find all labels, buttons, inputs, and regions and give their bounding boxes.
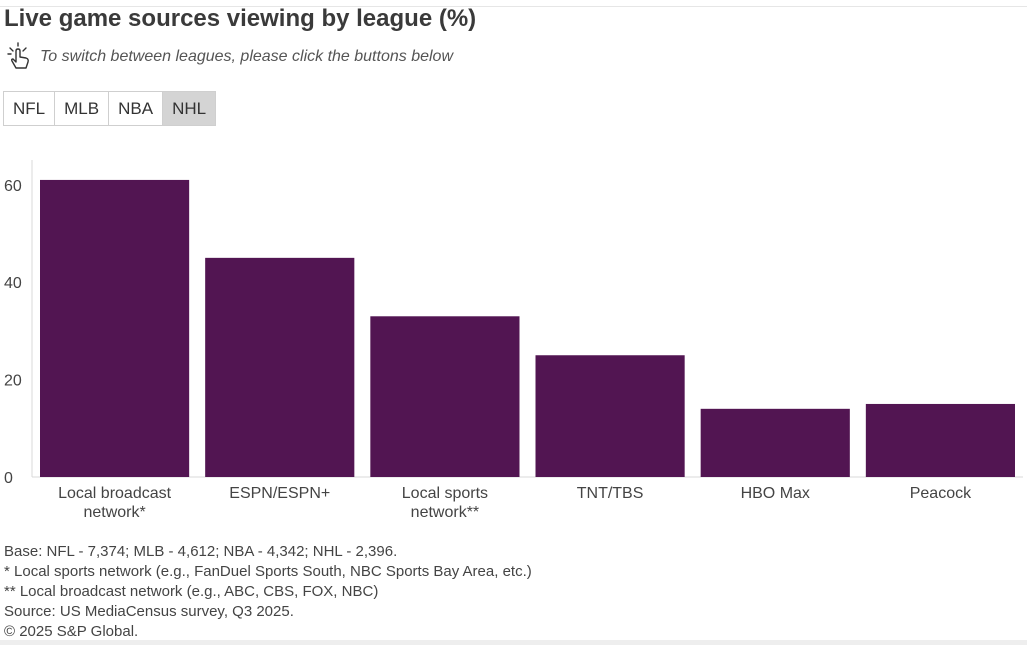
league-toggle-group: NFL MLB NBA NHL <box>3 91 217 126</box>
bar-4 <box>700 408 850 477</box>
bar-0 <box>40 179 190 477</box>
footnote-source: Source: US MediaCensus survey, Q3 2025. <box>4 603 294 620</box>
x-category-label-line: Local broadcast <box>58 485 172 502</box>
league-button-nba[interactable]: NBA <box>109 92 164 125</box>
bar-1 <box>205 257 355 477</box>
switch-hint: To switch between leagues, please click … <box>4 42 453 72</box>
league-button-mlb[interactable]: MLB <box>55 92 110 125</box>
league-button-nhl[interactable]: NHL <box>163 92 216 125</box>
league-button-nfl[interactable]: NFL <box>4 92 56 125</box>
x-category-label: Peacock <box>910 485 972 502</box>
x-category-label-line: TNT/TBS <box>577 485 644 502</box>
x-category-label-line: ESPN/ESPN+ <box>229 485 330 502</box>
x-category-label-line: Peacock <box>910 485 972 502</box>
footnote-base: Base: NFL - 7,374; MLB - 4,612; NBA - 4,… <box>4 543 398 560</box>
footnote-local-broadcast: ** Local broadcast network (e.g., ABC, C… <box>4 583 379 600</box>
hint-text: To switch between leagues, please click … <box>40 48 453 65</box>
footnote-copyright: © 2025 S&P Global. <box>4 623 139 640</box>
x-category-label-line: network* <box>83 504 145 521</box>
top-divider <box>0 6 1027 7</box>
x-category-label: TNT/TBS <box>577 485 644 502</box>
footnote-local-sports: * Local sports network (e.g., FanDuel Sp… <box>4 563 532 580</box>
bar-chart: 0 20 40 60 Local broadcast network* ESPN/ESPN+… <box>4 160 1023 521</box>
hand-tap-icon <box>7 42 29 69</box>
y-tick-label: 20 <box>4 373 22 390</box>
x-category-label-line: network** <box>411 504 479 521</box>
x-category-label: ESPN/ESPN+ <box>229 485 330 502</box>
x-category-label-line: Local sports <box>402 485 488 502</box>
bar-3 <box>535 355 685 477</box>
y-tick-label: 0 <box>4 470 13 487</box>
bottom-divider <box>0 640 1027 645</box>
y-tick-label: 40 <box>4 275 22 292</box>
y-tick-label: 60 <box>4 178 22 195</box>
bar-2 <box>370 316 520 477</box>
x-category-label: Local sports network** <box>402 485 488 521</box>
footnotes: Base: NFL - 7,374; MLB - 4,612; NBA - 4,… <box>4 542 532 642</box>
chart-title: Live game sources viewing by league (%) <box>4 5 477 32</box>
bar-5 <box>865 403 1015 477</box>
x-category-label-line: HBO Max <box>741 485 810 502</box>
x-category-label: Local broadcast network* <box>58 485 172 521</box>
x-category-label: HBO Max <box>741 485 810 502</box>
